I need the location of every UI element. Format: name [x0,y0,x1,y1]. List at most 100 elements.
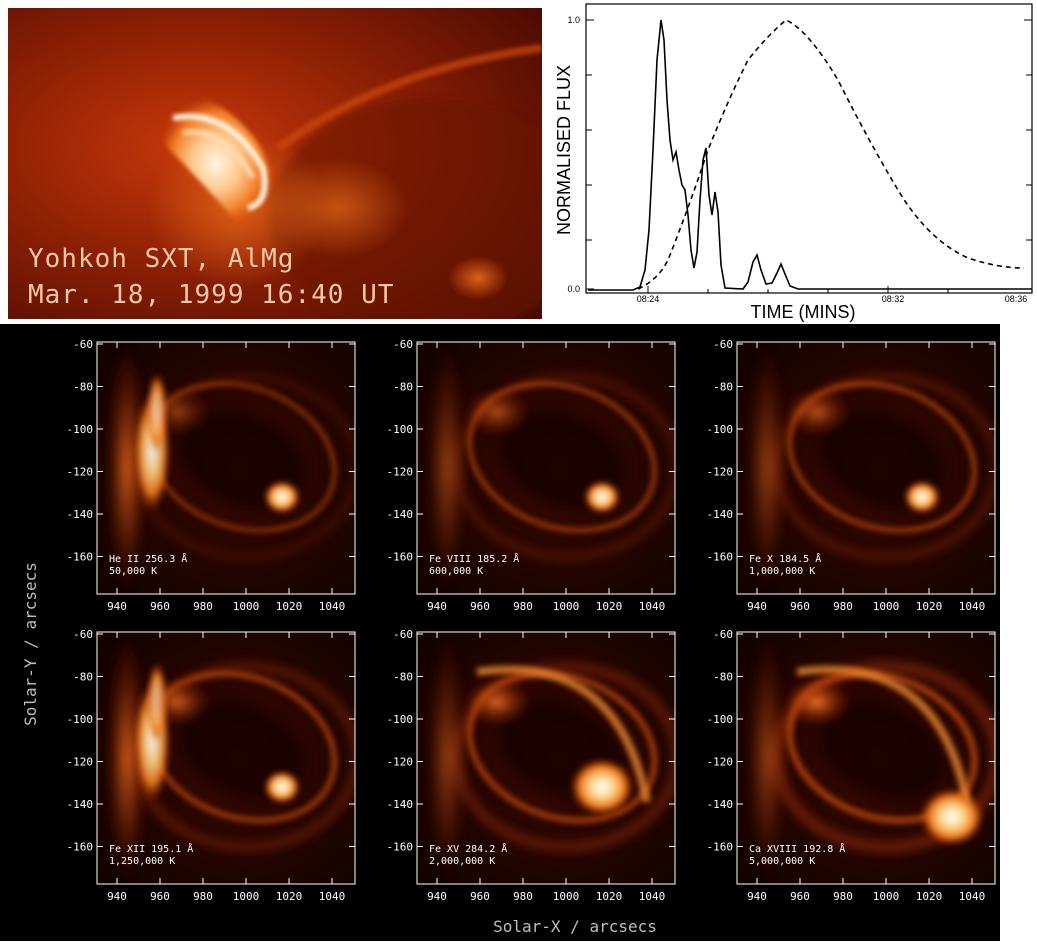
x-tick-label: 980 [833,890,853,903]
cds-panel: -60 -80 -100 -120 -140 -160 940 960 980 1000 1020 1… [387,338,676,613]
sxt-caption-instrument: Yohkoh SXT, AlMg [28,244,295,274]
y-tick-label: -60 [393,338,413,351]
y-tick-label: -80 [393,671,413,684]
x-tick-label: 1040 [639,600,666,613]
y-tick-label: -100 [67,423,94,436]
y-tick-label: -140 [67,508,94,521]
y-tick-label: -160 [387,841,414,854]
y-tick-label: -160 [67,841,94,854]
panel-line-label: Fe XII 195.1 Å [109,842,193,855]
y-tick-label: -100 [707,423,734,436]
light-curve-plot: 1.0 0.0 08:24 08:32 08:36 TIME (MINS) NO… [548,0,1037,325]
y-tick-label: -140 [387,508,414,521]
x-tick-label: 1020 [596,600,623,613]
x-tick-label: 960 [790,600,810,613]
y-tick-label: -120 [67,756,94,769]
panel-frame [736,341,996,595]
x-tick-label: 1040 [319,600,346,613]
cds-grid-svg: -60 -80 -100 -120 -140 -160 940 960 980 1000 1020 1… [21,338,996,936]
y-tick-label: -120 [387,466,414,479]
x-axis-label: TIME (MINS) [751,302,856,322]
panel-frame [416,341,676,595]
cds-panel: -60 -80 -100 -120 -140 -160 940 960 980 1000 1020 1… [67,628,356,903]
x-tick-label: 960 [150,600,170,613]
x-tick-label: 1000 [233,890,260,903]
x-tick-label: 1020 [916,600,943,613]
y-tick-label: -160 [707,841,734,854]
panel-temperature-label: 600,000 K [429,566,483,577]
panel-line-label: Fe XV 284.2 Å [429,842,507,855]
x-tick-label: 980 [193,890,213,903]
x-tick-label: 940 [107,890,127,903]
x-tick-label: 1040 [639,890,666,903]
panel-emission [747,632,995,884]
x-tick-label: 960 [470,890,490,903]
panel-frame [736,631,996,885]
x-tick-label: 960 [150,890,170,903]
sxt-image-graphic [8,8,542,319]
x-tick-label: 1040 [959,600,986,613]
cds-panel: -60 -80 -100 -120 -140 -160 940 960 980 1000 1020 1… [387,628,676,903]
y-tick-label: -60 [713,628,733,641]
y-tick-label: -160 [67,551,94,564]
ytick-top: 1.0 [567,15,580,25]
y-tick-label: -120 [67,466,94,479]
x-tick-label: 1000 [873,890,900,903]
panel-emission [747,342,995,594]
panel-frame [96,631,356,885]
x-tick-label: 960 [470,600,490,613]
x-tick-label: 940 [107,600,127,613]
y-tick-label: -100 [707,713,734,726]
y-tick-label: -80 [73,671,93,684]
y-tick-label: -100 [67,713,94,726]
panel-emission [107,342,355,594]
x-tick-label: 1020 [276,600,303,613]
y-tick-label: -80 [713,671,733,684]
y-tick-label: -80 [713,381,733,394]
solid-flux-curve [588,19,1032,291]
x-tick-label: 1000 [553,600,580,613]
y-tick-label: -60 [73,338,93,351]
panel-temperature-label: 1,000,000 K [749,566,815,577]
panel-frame [96,341,356,595]
dashed-flux-curve [637,19,1025,290]
y-tick-label: -80 [393,381,413,394]
x-tick-label: 1000 [553,890,580,903]
y-tick-label: -120 [707,466,734,479]
panel-temperature-label: 2,000,000 K [429,856,495,867]
x-tick-label: 980 [833,600,853,613]
light-curve-svg: 1.0 0.0 08:24 08:32 08:36 TIME (MINS) NO… [554,3,1033,322]
plot-frame [585,3,1033,294]
x-tick-label: 1000 [233,600,260,613]
x-tick-label: 1000 [873,600,900,613]
x-tick-label: 960 [790,890,810,903]
sxt-caption-date: Mar. 18, 1999 16:40 UT [28,280,395,310]
panel-temperature-label: 5,000,000 K [749,856,815,867]
y-tick-label: -160 [707,551,734,564]
y-tick-label: -100 [387,423,414,436]
xtick-0832: 08:32 [882,294,905,304]
x-tick-label: 940 [747,890,767,903]
cds-x-axis-label: Solar-X / arcsecs [493,917,657,936]
ytick-bottom: 0.0 [567,284,580,294]
panel-line-label: Ca XVIII 192.8 Å [749,842,845,855]
x-tick-label: 1020 [276,890,303,903]
y-tick-label: -140 [707,508,734,521]
y-tick-label: -60 [713,338,733,351]
y-tick-label: -140 [707,798,734,811]
cds-image-grid: -60 -80 -100 -120 -140 -160 940 960 980 1000 1020 1… [0,324,1000,941]
y-tick-label: -60 [73,628,93,641]
panel-line-label: Fe X 184.5 Å [749,552,821,565]
panel-frame [416,631,676,885]
xtick-0836: 08:36 [1005,294,1028,304]
x-tick-label: 980 [513,890,533,903]
y-tick-label: -100 [387,713,414,726]
panel-emission [107,632,355,884]
x-tick-label: 1040 [959,890,986,903]
panel-emission [427,342,675,594]
y-axis-label: NORMALISED FLUX [554,65,574,235]
cds-panel: -60 -80 -100 -120 -140 -160 940 960 980 1000 1020 1… [67,338,356,613]
x-tick-label: 980 [513,600,533,613]
y-tick-label: -140 [387,798,414,811]
y-tick-label: -140 [67,798,94,811]
